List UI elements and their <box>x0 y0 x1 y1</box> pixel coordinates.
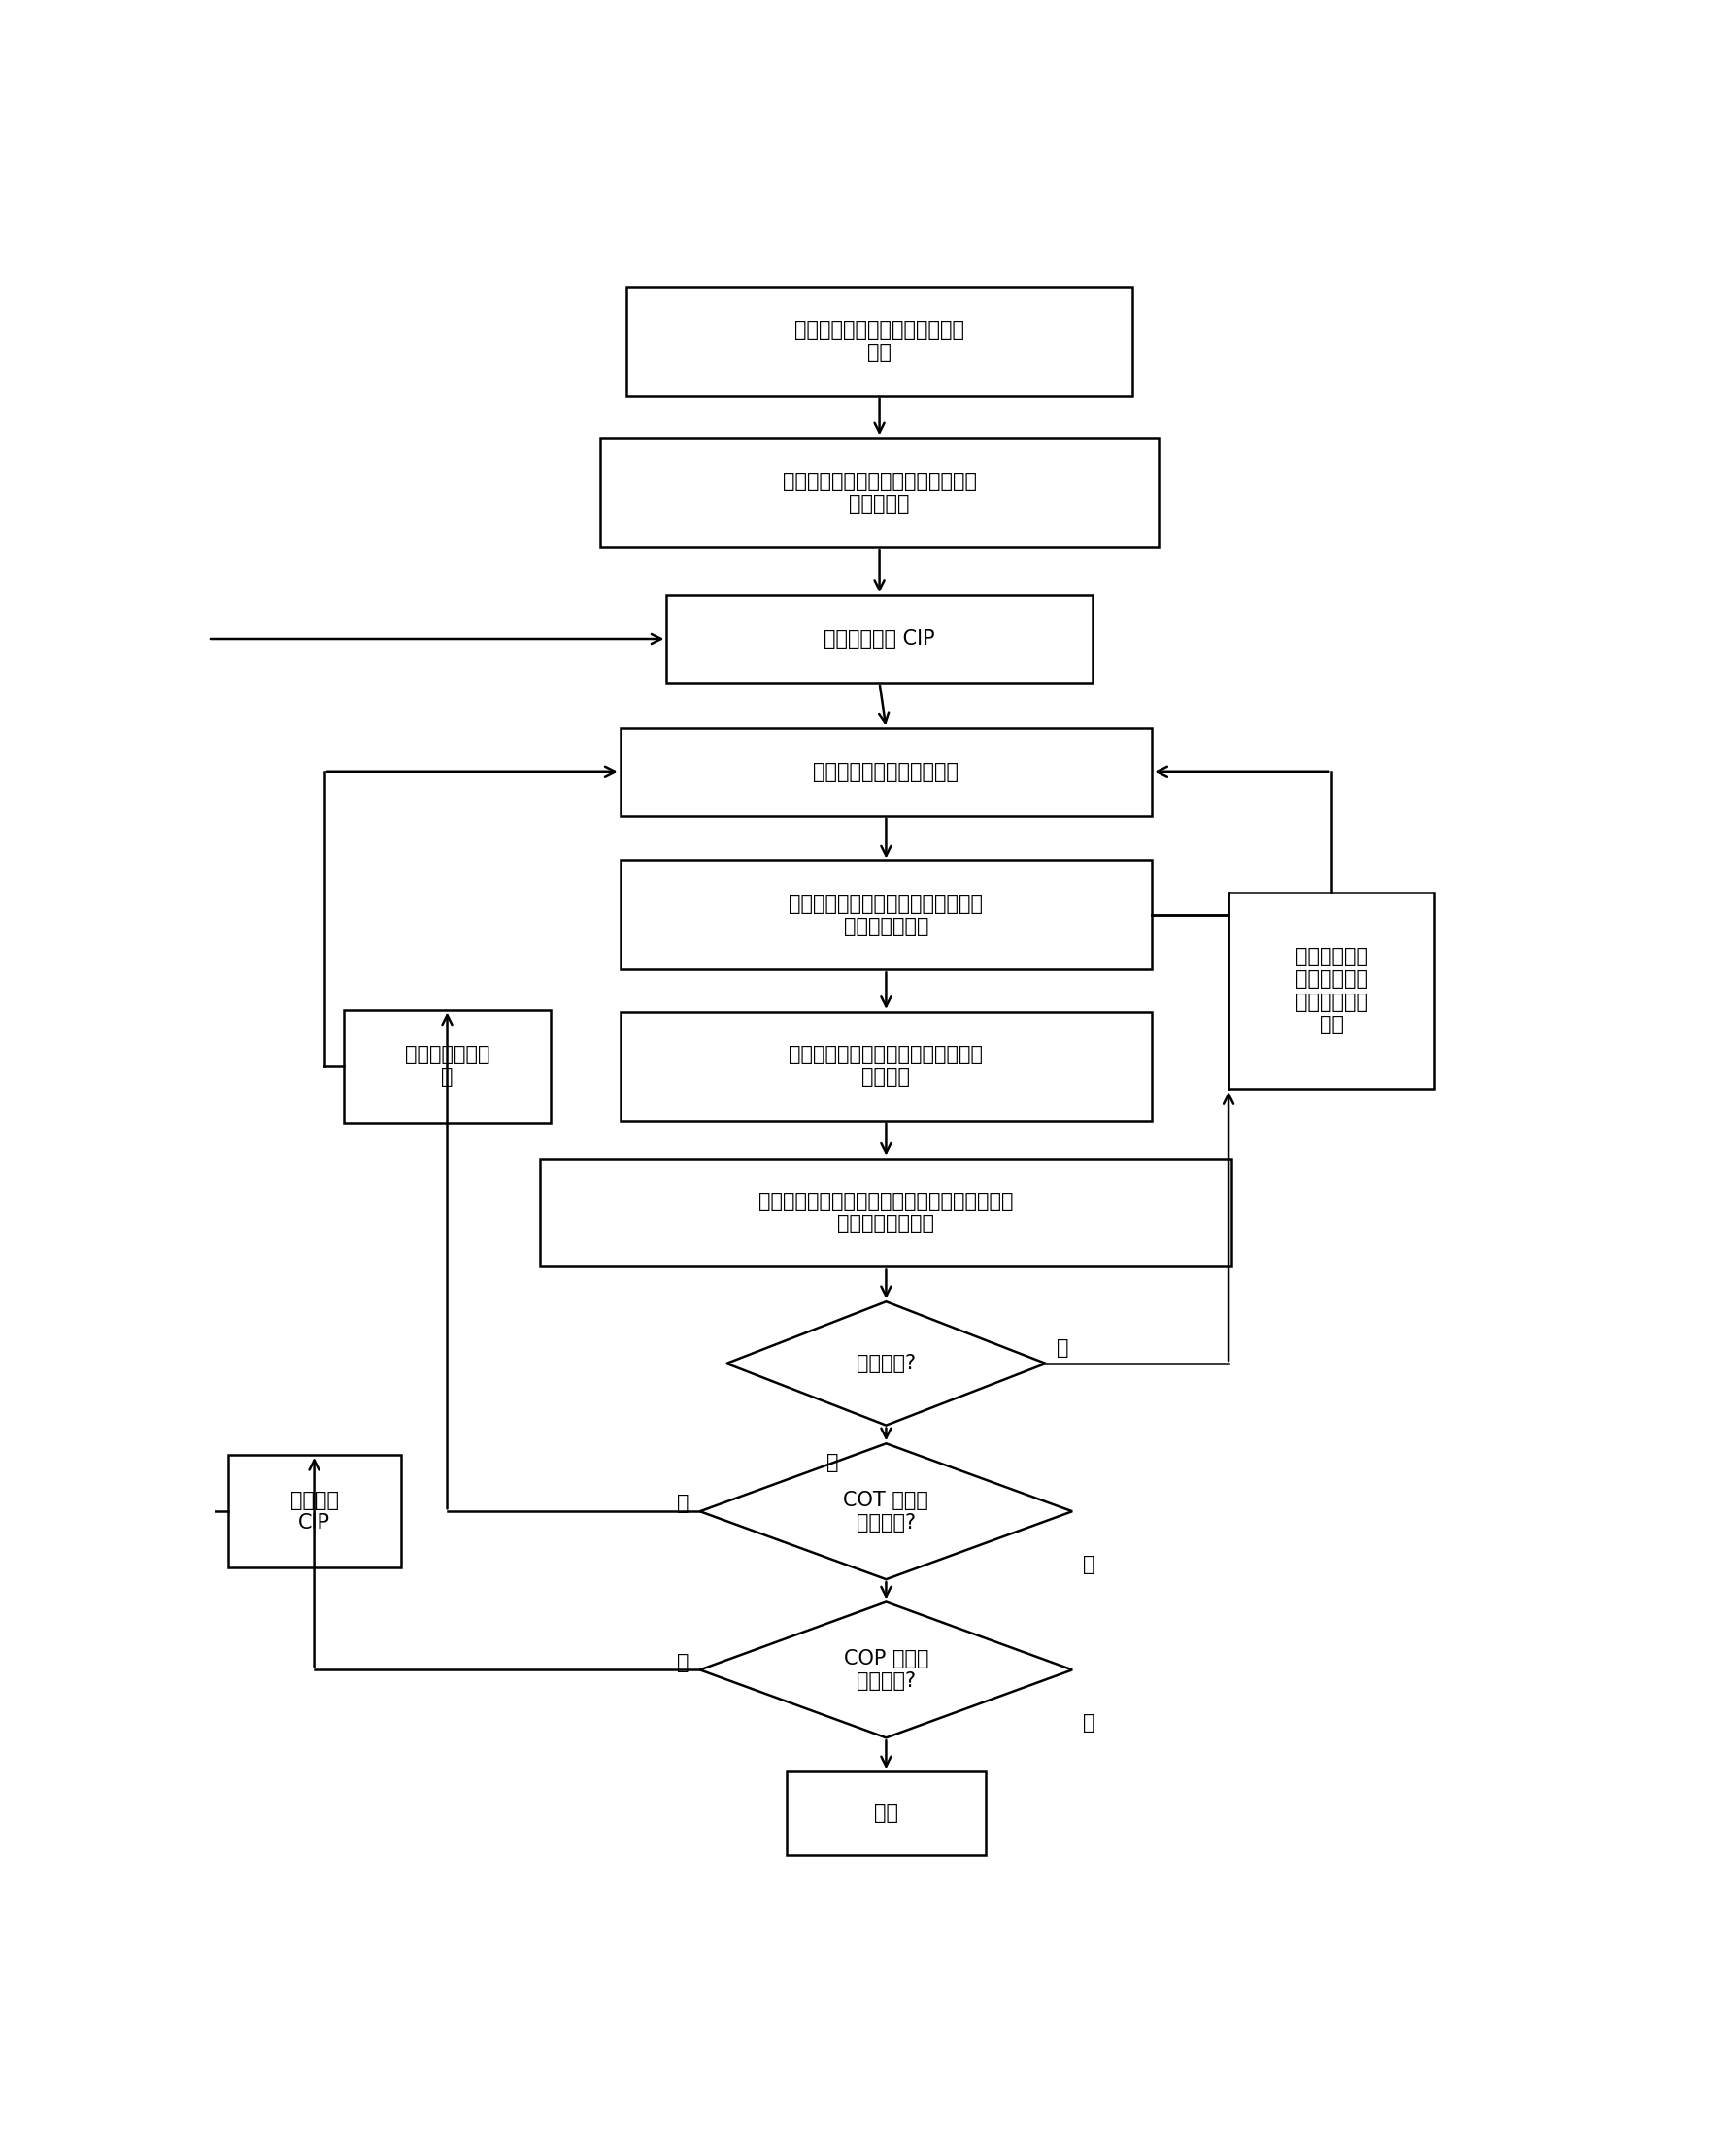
Polygon shape <box>700 1445 1072 1578</box>
Text: 炉管出口?: 炉管出口? <box>856 1354 916 1373</box>
Bar <box>626 287 1133 397</box>
Text: 结束: 结束 <box>873 1802 897 1824</box>
Bar <box>541 1158 1232 1268</box>
Bar <box>619 860 1151 970</box>
Text: 重新假设烟气温
度: 重新假设烟气温 度 <box>405 1046 489 1087</box>
Text: 否: 否 <box>1057 1339 1069 1358</box>
Text: 否: 否 <box>678 1494 690 1514</box>
Text: 通过动量平衡方程，求解各微元段的
出口压力: 通过动量平衡方程，求解各微元段的 出口压力 <box>789 1046 983 1087</box>
Bar <box>619 1011 1151 1121</box>
Bar <box>786 1772 985 1854</box>
Polygon shape <box>726 1302 1045 1425</box>
Bar <box>601 438 1158 548</box>
Polygon shape <box>700 1602 1072 1738</box>
Text: 是: 是 <box>1083 1554 1095 1574</box>
Text: 给定油品性质，入口操作工况等
条件: 给定油品性质，入口操作工况等 条件 <box>795 321 964 362</box>
Bar <box>228 1455 400 1567</box>
Text: 是: 是 <box>827 1453 839 1473</box>
Bar <box>619 729 1151 815</box>
Bar <box>666 595 1091 683</box>
Text: 重新假设
CIP: 重新假设 CIP <box>290 1490 338 1533</box>
Text: 通过质量平衡方程，求解各微元段的
出口物料摩尔量: 通过质量平衡方程，求解各微元段的 出口物料摩尔量 <box>789 895 983 936</box>
Bar <box>1229 893 1435 1089</box>
Text: COP 与目标
值相符吗?: COP 与目标 值相符吗? <box>844 1649 928 1690</box>
Text: COT 与目标
值相符吗?: COT 与目标 值相符吗? <box>844 1490 928 1533</box>
Text: 当前微元段出
口工况赋给下
一微元段入口
工况: 当前微元段出 口工况赋给下 一微元段入口 工况 <box>1296 946 1368 1035</box>
Text: 假设入口压力 CIP: 假设入口压力 CIP <box>824 630 935 649</box>
Text: 假定炉膛内各区的烟气温度: 假定炉膛内各区的烟气温度 <box>813 761 959 783</box>
Text: 输入炉子结构参数，将辐射段划分为
若干微元段: 输入炉子结构参数，将辐射段划分为 若干微元段 <box>782 472 976 513</box>
Bar <box>345 1009 551 1123</box>
Text: 否: 否 <box>678 1651 690 1673</box>
Text: 是: 是 <box>1083 1712 1095 1733</box>
Text: 通过热量平衡方程，求解各微元段的出口温度，
管壁温度，热通量: 通过热量平衡方程，求解各微元段的出口温度， 管壁温度，热通量 <box>758 1192 1014 1233</box>
